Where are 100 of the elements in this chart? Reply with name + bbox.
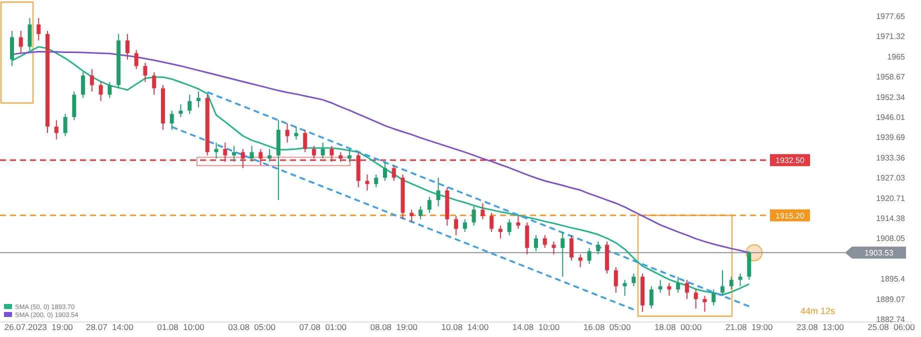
candlestick xyxy=(507,218,512,236)
candlestick xyxy=(170,110,174,130)
candlestick xyxy=(250,145,254,162)
candlestick xyxy=(747,250,752,280)
candlestick xyxy=(596,241,600,255)
candlestick xyxy=(516,216,520,230)
candlestick xyxy=(534,234,538,252)
x-tick-label: 25.08 06:00 xyxy=(868,322,916,332)
candlestick xyxy=(196,91,201,108)
candlestick xyxy=(622,279,627,296)
candlestick xyxy=(570,234,574,262)
candlestick xyxy=(347,148,352,162)
candlestick xyxy=(454,216,458,236)
candlestick xyxy=(578,254,582,268)
candlestick xyxy=(560,231,565,278)
candlestick xyxy=(54,120,58,140)
candlestick xyxy=(472,206,476,226)
y-tick-label: 1927.03 xyxy=(876,174,906,183)
x-tick-label: 01.08 10:00 xyxy=(157,322,205,332)
candlestick xyxy=(498,225,502,239)
candlestick xyxy=(98,81,103,102)
x-tick-label: 16.08 05:00 xyxy=(583,322,631,332)
x-tick-label: 07.08 01:00 xyxy=(299,322,347,332)
candlestick xyxy=(410,209,414,223)
y-tick-label: 1933.36 xyxy=(876,153,906,162)
y-tick-label: 1889.07 xyxy=(876,294,906,304)
candlestick xyxy=(374,174,378,188)
line-series xyxy=(170,126,635,310)
x-tick-label: 23.08 13:00 xyxy=(796,322,844,332)
candlestick xyxy=(143,62,148,82)
candlestick xyxy=(28,18,32,50)
ref-line-label: 1932.50 xyxy=(776,156,806,166)
candlestick xyxy=(285,122,290,144)
candlestick xyxy=(427,196,432,214)
candlestick xyxy=(658,279,662,294)
candlestick xyxy=(720,270,724,296)
candlestick xyxy=(90,68,94,92)
candlestick xyxy=(125,34,130,60)
candlestick xyxy=(152,72,156,96)
y-tick-label: 1920.71 xyxy=(876,194,906,203)
y-tick-label: 1939.69 xyxy=(876,133,906,142)
annotation: 44m 12s xyxy=(800,306,836,316)
candlestick xyxy=(614,266,618,294)
x-tick-label: 21.08 19:00 xyxy=(726,322,774,332)
y-tick-label: 1908.05 xyxy=(876,234,906,244)
candlestick xyxy=(684,279,689,300)
candlestick xyxy=(587,247,592,264)
y-tick-label: 1952.34 xyxy=(876,92,906,102)
candlestick xyxy=(18,30,23,54)
y-tick-label: 1946.01 xyxy=(876,113,906,122)
x-tick-label: 28.07 14:00 xyxy=(86,322,134,332)
candlestick xyxy=(552,241,556,255)
y-tick-label: 1958.67 xyxy=(876,72,906,82)
candlestick xyxy=(178,104,183,118)
candlestick xyxy=(188,94,192,114)
y-tick-label: 1882.74 xyxy=(876,315,906,324)
candlestick xyxy=(542,234,547,248)
x-tick-label: 10.08 14:00 xyxy=(441,322,489,332)
candlestick xyxy=(303,129,308,153)
candlestick xyxy=(738,272,742,287)
candlestick xyxy=(10,30,14,66)
candlestick xyxy=(667,282,672,296)
candlestick xyxy=(72,91,76,121)
x-tick-label: 14.08 10:00 xyxy=(512,322,560,332)
candlestick xyxy=(676,276,680,294)
y-tick-label: 1965 xyxy=(887,52,906,62)
candlestick xyxy=(63,113,68,137)
candlestick xyxy=(649,286,654,310)
candlestick xyxy=(525,222,530,255)
candlestick xyxy=(214,142,218,160)
candlestick xyxy=(294,126,298,140)
x-tick-label: 18.08 00:00 xyxy=(654,322,702,332)
x-tick-label: 26.07.2023 19:00 xyxy=(4,322,74,332)
candlestick xyxy=(418,206,423,220)
candlestick xyxy=(694,288,698,310)
candlestick xyxy=(490,212,494,232)
candlestick xyxy=(108,81,112,98)
candlestick xyxy=(480,202,485,220)
candlestick xyxy=(365,174,370,191)
candlestick xyxy=(81,72,86,98)
x-tick-label: 08.08 19:00 xyxy=(370,322,418,332)
y-tick-label: 1977.65 xyxy=(876,12,906,21)
candlestick xyxy=(712,288,716,306)
candlestick xyxy=(268,148,272,162)
candlestick xyxy=(134,49,138,70)
line-series xyxy=(206,91,750,308)
candlestick xyxy=(729,276,734,290)
candlestick xyxy=(320,142,325,160)
ref-line-label: 1915.20 xyxy=(776,211,806,220)
candlestick xyxy=(436,177,440,207)
candlestick xyxy=(462,218,467,232)
x-tick-label: 03.08 05:00 xyxy=(228,322,276,332)
y-tick-label: 1895.4 xyxy=(880,274,906,284)
y-tick-label: 1914.38 xyxy=(876,214,906,223)
candlestick xyxy=(702,295,707,312)
ref-line-label: 1903.53 xyxy=(864,248,894,258)
y-tick-label: 1971.32 xyxy=(876,32,906,42)
candlestick xyxy=(232,145,236,162)
candlestick xyxy=(36,18,41,41)
candlestick xyxy=(392,164,396,182)
